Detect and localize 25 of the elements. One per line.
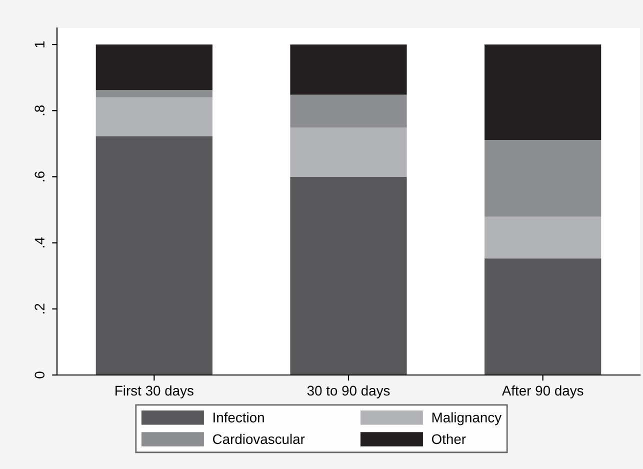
bar [484,44,602,140]
bar [290,94,407,128]
bar [484,140,602,217]
y-tick-label: 1 [34,41,44,48]
bar [484,216,602,258]
y-tick-label: .4 [34,237,44,248]
bar [96,44,212,90]
bar [96,97,212,136]
legend-label: Cardiovascular [212,434,305,444]
x-tick-label: After 90 days [502,385,584,398]
bar [290,177,407,375]
x-tick-label: First 30 days [116,385,194,398]
y-tick-label: .8 [34,105,45,116]
legend-label: Malignancy [432,412,502,426]
bar [96,136,212,375]
x-tick-label: 30 to 90 days [307,385,390,398]
y-tick-label: 0 [34,372,45,378]
bar [290,44,407,95]
y-tick-label: .6 [34,172,45,182]
legend-label: Other [432,434,466,444]
bar [290,128,407,178]
bar [96,90,212,98]
legend-label: Infection [214,412,264,422]
y-tick-label: .2 [34,304,44,314]
bar [484,258,602,375]
